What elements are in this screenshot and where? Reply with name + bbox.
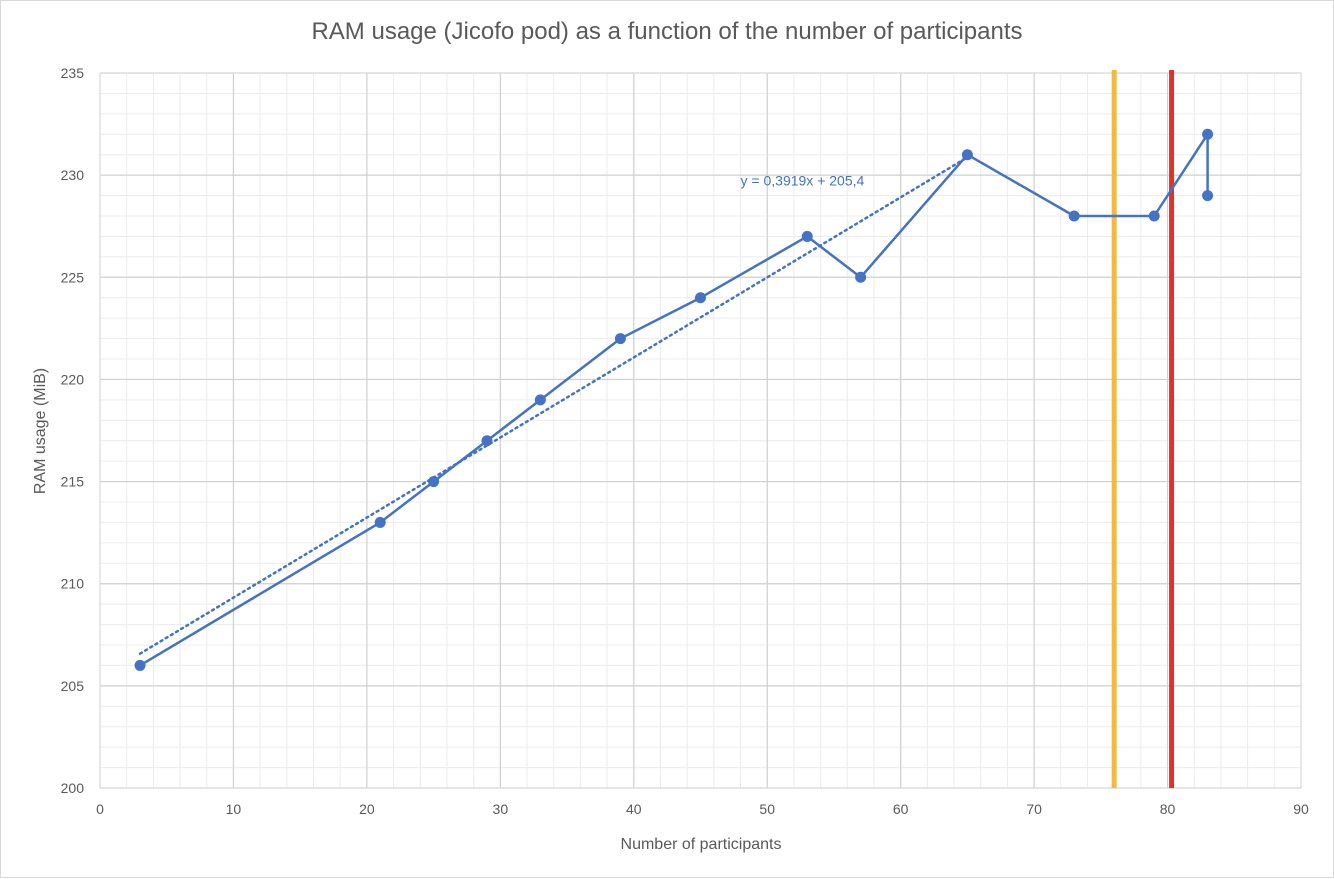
trendline-group: y = 0,3919x + 205,4: [138, 156, 969, 655]
data-point: [1202, 128, 1214, 140]
y-axis-tick-labels: 200 205 210 215 220 225 230 235: [61, 65, 85, 796]
x-tick-label: 60: [893, 801, 909, 817]
data-point: [1202, 190, 1214, 202]
data-point: [961, 149, 973, 161]
series-group: [134, 128, 1214, 671]
x-tick-label: 80: [1160, 801, 1176, 817]
data-point: [1148, 210, 1160, 222]
chart-title: RAM usage (Jicofo pod) as a function of …: [311, 18, 1022, 45]
data-point: [614, 333, 626, 345]
y-tick-label: 235: [61, 65, 85, 81]
y-tick-label: 205: [61, 678, 85, 694]
y-tick-label: 230: [61, 167, 85, 183]
data-point: [134, 659, 146, 671]
data-point: [374, 516, 386, 528]
x-tick-label: 10: [226, 801, 242, 817]
y-tick-label: 225: [61, 269, 85, 285]
data-point: [481, 435, 493, 447]
x-tick-label: 70: [1026, 801, 1042, 817]
y-tick-label: 200: [61, 780, 85, 796]
x-tick-label: 90: [1293, 801, 1309, 817]
data-point: [1068, 210, 1080, 222]
series-line: [139, 133, 1209, 667]
x-axis-tick-labels: 0 10 20 30 40 50 60 70 80 90: [96, 801, 1309, 817]
x-tick-label: 40: [626, 801, 642, 817]
y-axis-title: RAM usage (MiB): [32, 368, 49, 494]
data-point: [801, 230, 813, 242]
data-point: [428, 476, 440, 488]
y-tick-label: 220: [61, 371, 85, 387]
trendline-equation: y = 0,3919x + 205,4: [741, 172, 865, 188]
x-tick-label: 0: [96, 801, 104, 817]
major-gridlines: [99, 72, 1302, 789]
x-tick-label: 30: [493, 801, 509, 817]
x-tick-label: 20: [359, 801, 375, 817]
y-tick-label: 210: [61, 576, 85, 592]
trendline: [138, 156, 969, 655]
x-axis-title: Number of participants: [621, 836, 782, 853]
data-point: [855, 271, 867, 283]
data-point: [695, 292, 706, 304]
threshold-lines: [1111, 70, 1175, 788]
minor-gridlines: [99, 72, 1302, 789]
x-tick-label: 50: [759, 801, 775, 817]
plot-area-frame: [99, 72, 1302, 789]
y-tick-label: 215: [61, 474, 85, 490]
data-point: [534, 394, 546, 406]
